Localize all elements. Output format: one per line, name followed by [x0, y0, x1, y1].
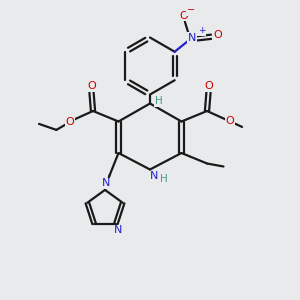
Text: N: N	[188, 33, 196, 43]
Text: H: H	[154, 96, 162, 106]
Text: +: +	[198, 26, 206, 35]
Text: O: O	[179, 11, 188, 21]
Text: O: O	[213, 30, 222, 40]
Text: O: O	[87, 81, 96, 92]
Text: H: H	[160, 174, 167, 184]
Text: N: N	[114, 225, 122, 235]
Text: O: O	[204, 81, 213, 92]
Text: −: −	[187, 5, 195, 15]
Text: N: N	[149, 171, 158, 181]
Text: O: O	[66, 117, 75, 127]
Text: N: N	[102, 178, 111, 188]
Text: O: O	[225, 116, 234, 126]
